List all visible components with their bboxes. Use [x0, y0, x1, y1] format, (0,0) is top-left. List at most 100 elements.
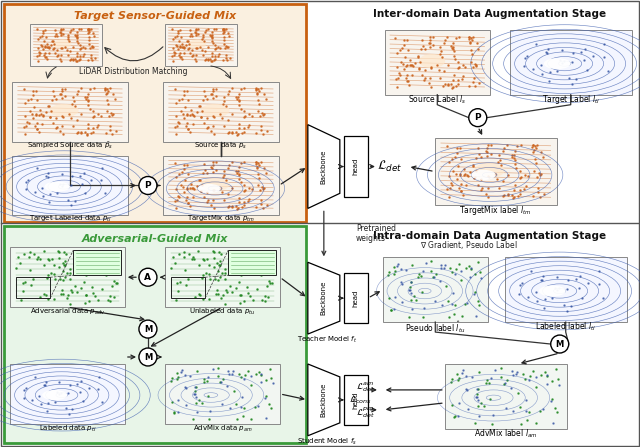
Point: [500, 380, 510, 387]
Point: [173, 38, 184, 45]
Point: [41, 378, 51, 385]
Point: [438, 82, 449, 89]
Text: AdvMix label $l_{am}$: AdvMix label $l_{am}$: [474, 427, 538, 440]
Point: [239, 114, 249, 121]
Point: [522, 417, 532, 424]
Point: [456, 187, 467, 194]
Point: [180, 42, 191, 49]
Point: [264, 278, 274, 285]
Point: [184, 33, 195, 40]
Point: [19, 394, 29, 401]
Point: [253, 174, 264, 181]
Point: [223, 116, 233, 123]
Point: [466, 47, 476, 54]
Point: [188, 120, 198, 127]
Point: [444, 194, 454, 201]
Point: [452, 149, 462, 156]
Point: [63, 36, 73, 43]
Point: [76, 55, 86, 62]
Point: [436, 265, 447, 272]
Point: [220, 36, 230, 43]
Ellipse shape: [472, 170, 496, 180]
Point: [447, 84, 458, 91]
Point: [198, 379, 209, 386]
Point: [465, 58, 476, 65]
Point: [189, 256, 200, 263]
Point: [481, 190, 491, 197]
Point: [213, 43, 223, 50]
Point: [52, 123, 62, 130]
Point: [218, 28, 228, 35]
Point: [419, 45, 429, 52]
Point: [442, 82, 452, 89]
Point: [13, 254, 24, 261]
Point: [530, 142, 540, 149]
Point: [191, 31, 201, 39]
Point: [253, 97, 264, 104]
Point: [413, 270, 424, 277]
Point: [182, 184, 193, 191]
Point: [105, 297, 115, 305]
Point: [28, 114, 38, 121]
Point: [458, 62, 468, 69]
Point: [248, 257, 258, 264]
Point: [183, 199, 193, 206]
Point: [218, 56, 228, 64]
Point: [44, 50, 54, 57]
Point: [58, 112, 68, 119]
Point: [425, 44, 435, 51]
Point: [198, 34, 208, 41]
Point: [255, 186, 265, 194]
Point: [220, 270, 230, 277]
Point: [239, 108, 249, 115]
Point: [55, 55, 65, 62]
Point: [454, 261, 464, 268]
Point: [20, 185, 31, 193]
Point: [559, 302, 569, 309]
Point: [111, 128, 121, 135]
Point: [34, 111, 44, 118]
Point: [409, 293, 419, 300]
Text: Adversarial-Guided Mix: Adversarial-Guided Mix: [82, 234, 228, 244]
Point: [474, 412, 484, 419]
Point: [83, 96, 93, 103]
Point: [168, 35, 179, 43]
Point: [236, 404, 246, 411]
Point: [205, 276, 215, 283]
Point: [219, 41, 229, 48]
Point: [484, 173, 494, 181]
Point: [222, 43, 232, 51]
Point: [540, 369, 550, 376]
Point: [68, 55, 78, 62]
Point: [26, 95, 36, 102]
Point: [246, 415, 256, 422]
Point: [405, 284, 415, 291]
Circle shape: [468, 109, 487, 127]
Point: [538, 406, 548, 413]
Point: [58, 25, 68, 32]
Point: [188, 52, 198, 59]
Point: [208, 94, 218, 101]
Point: [252, 164, 262, 172]
Point: [190, 388, 200, 395]
Point: [102, 97, 113, 104]
Bar: [509, 30, 632, 95]
Point: [550, 366, 561, 373]
Point: [252, 163, 262, 170]
Point: [236, 86, 246, 93]
Point: [85, 86, 95, 93]
Bar: [30, 24, 102, 66]
Point: [243, 289, 253, 297]
Point: [45, 42, 56, 49]
Point: [84, 28, 94, 35]
Point: [65, 270, 75, 277]
Point: [555, 57, 565, 64]
Point: [182, 37, 193, 44]
Point: [199, 257, 209, 264]
Point: [407, 262, 417, 269]
Point: [35, 33, 45, 40]
Point: [100, 129, 111, 137]
Point: [236, 291, 246, 298]
Point: [189, 112, 199, 119]
Point: [100, 85, 110, 92]
